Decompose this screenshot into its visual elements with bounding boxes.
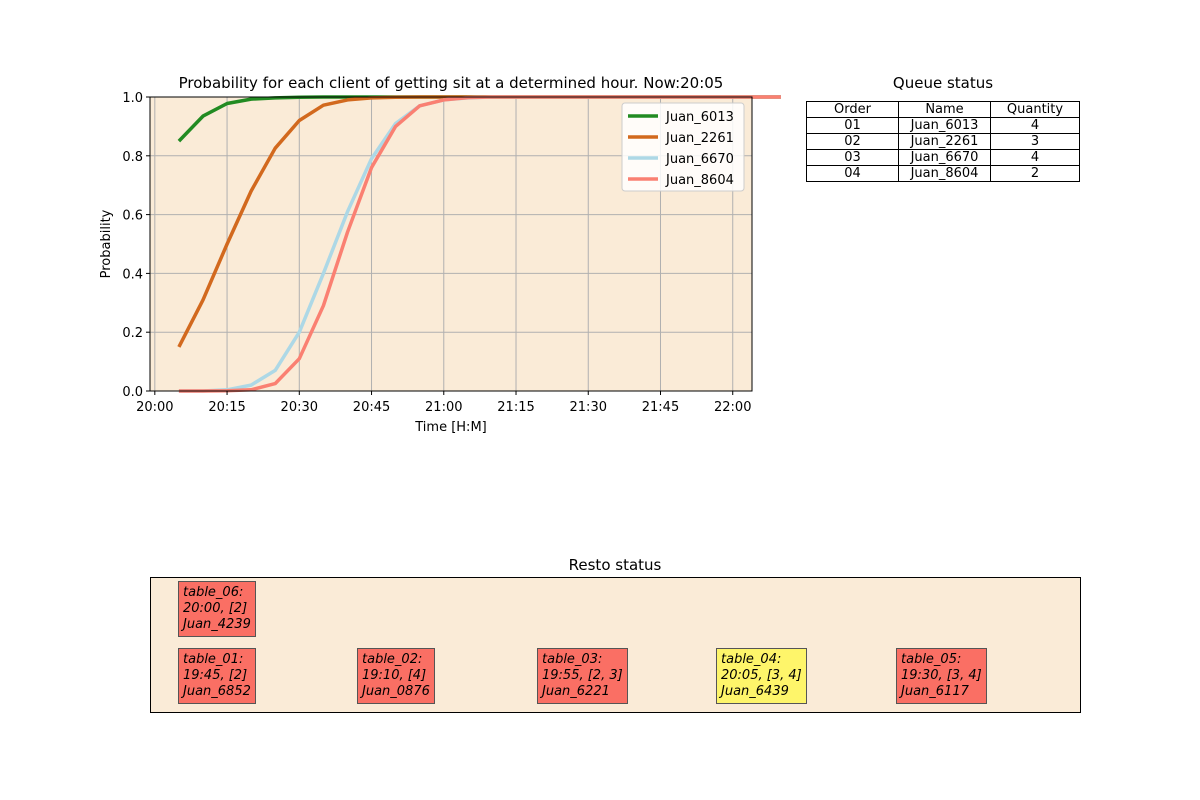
x-tick-label: 20:15 (208, 400, 245, 415)
queue-name: Juan_8604 (898, 165, 991, 182)
queue-header-order: Order (806, 101, 899, 118)
x-tick-label: 21:15 (497, 400, 534, 415)
queue-name: Juan_2261 (898, 133, 991, 150)
queue-quantity: 4 (990, 149, 1080, 166)
queue-title: Queue status (892, 74, 994, 92)
x-tick-label: 21:30 (570, 400, 607, 415)
table-card-04: table_04: 20:05, [3, 4] Juan_6439 (716, 648, 807, 704)
probability-chart: Probability for each client of getting s… (99, 74, 781, 435)
y-tick-label: 0.6 (122, 209, 143, 224)
table-card-06: table_06: 20:00, [2] Juan_4239 (178, 581, 256, 637)
table-card-01: table_01: 19:45, [2] Juan_6852 (178, 648, 256, 704)
table-row: 03 Juan_6670 4 (806, 149, 1080, 166)
queue-order: 03 (806, 149, 899, 166)
y-tick-label: 0.8 (122, 150, 143, 165)
y-tick-label: 0.0 (122, 385, 143, 400)
table-row: 02 Juan_2261 3 (806, 133, 1080, 150)
legend-label: Juan_8604 (665, 173, 734, 188)
queue-table: Order Name Quantity 01 Juan_6013 4 02 Ju… (806, 101, 1080, 182)
x-tick-label: 21:45 (642, 400, 679, 415)
table-card-03: table_03: 19:55, [2, 3] Juan_6221 (537, 648, 628, 704)
y-tick-label: 0.2 (122, 326, 143, 341)
plot-frame (149, 96, 753, 392)
queue-name: Juan_6013 (898, 117, 991, 134)
x-axis-label: Time [H:M] (414, 420, 486, 435)
queue-order: 04 (806, 165, 899, 182)
x-tick-label: 20:00 (136, 400, 173, 415)
queue-quantity: 3 (990, 133, 1080, 150)
legend-label: Juan_6670 (665, 152, 734, 167)
resto-title: Resto status (568, 556, 662, 574)
y-axis-ticks: 0.0 0.2 0.4 0.6 0.8 1.0 (122, 91, 150, 400)
legend-label: Juan_2261 (665, 131, 734, 146)
queue-quantity: 2 (990, 165, 1080, 182)
y-tick-label: 1.0 (122, 91, 143, 106)
y-axis-label: Probability (99, 209, 114, 278)
x-axis-ticks: 20:00 20:15 20:30 20:45 21:00 21:15 21:30 21:45… (136, 391, 751, 415)
x-tick-label: 20:45 (353, 400, 390, 415)
x-tick-label: 21:00 (425, 400, 462, 415)
chart-legend: Juan_6013 Juan_2261 Juan_6670 Juan_8604 (621, 102, 745, 192)
y-tick-label: 0.4 (122, 267, 143, 282)
resto-floor: table_06: 20:00, [2] Juan_4239 table_01:… (150, 577, 1081, 713)
legend-label: Juan_6013 (665, 110, 734, 125)
queue-name: Juan_6670 (898, 149, 991, 166)
x-tick-label: 20:30 (281, 400, 318, 415)
queue-header-quantity: Quantity (990, 101, 1080, 118)
queue-quantity: 4 (990, 117, 1080, 134)
legend-box (621, 102, 745, 192)
table-row: 01 Juan_6013 4 (806, 117, 1080, 134)
table-row: 04 Juan_8604 2 (806, 165, 1080, 182)
table-card-02: table_02: 19:10, [4] Juan_0876 (357, 648, 435, 704)
queue-header-row: Order Name Quantity (806, 101, 1080, 118)
queue-order: 02 (806, 133, 899, 150)
queue-order: 01 (806, 117, 899, 134)
x-tick-label: 22:00 (714, 400, 751, 415)
queue-header-name: Name (898, 101, 991, 118)
chart-title: Probability for each client of getting s… (179, 74, 724, 92)
table-card-05: table_05: 19:30, [3, 4] Juan_6117 (896, 648, 987, 704)
